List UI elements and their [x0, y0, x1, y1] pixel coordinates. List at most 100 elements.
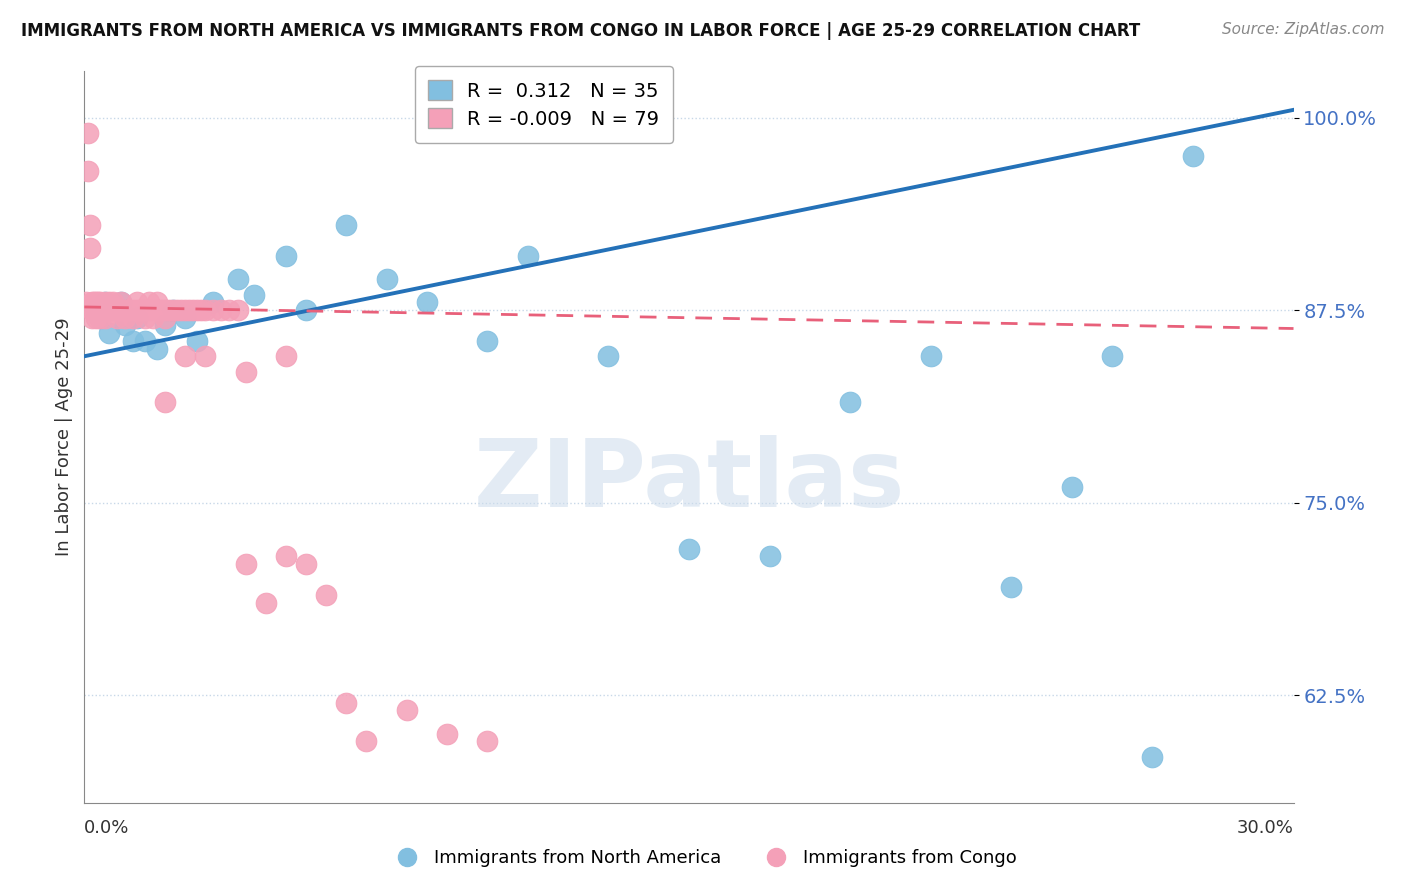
Text: Source: ZipAtlas.com: Source: ZipAtlas.com [1222, 22, 1385, 37]
Point [235, 365, 257, 379]
Point [295, 557, 318, 571]
Point [162, 303, 184, 318]
Point [89, 310, 111, 325]
Point [149, 303, 172, 318]
Point [93, 303, 115, 318]
Point [97, 303, 120, 318]
Text: IMMIGRANTS FROM NORTH AMERICA VS IMMIGRANTS FROM CONGO IN LABOR FORCE | AGE 25-2: IMMIGRANTS FROM NORTH AMERICA VS IMMIGRA… [21, 22, 1140, 40]
Point [202, 295, 225, 310]
Point [436, 726, 458, 740]
Point [118, 303, 141, 318]
Point [758, 549, 780, 564]
Point [110, 295, 132, 310]
Point [186, 334, 208, 348]
Point [678, 541, 700, 556]
Text: 0.0%: 0.0% [84, 820, 129, 838]
Point [86, 310, 108, 325]
Point [146, 295, 169, 310]
Point [375, 272, 398, 286]
Point [86, 303, 108, 318]
Point [335, 219, 357, 233]
Point [162, 303, 184, 318]
Point [125, 295, 148, 310]
Point [181, 303, 204, 318]
Point [118, 303, 141, 318]
Legend: R =  0.312   N = 35, R = -0.009   N = 79: R = 0.312 N = 35, R = -0.009 N = 79 [415, 66, 673, 143]
Text: ZIPatlas: ZIPatlas [474, 435, 904, 527]
Point [105, 303, 128, 318]
Point [174, 310, 197, 325]
Point [395, 703, 418, 717]
Point [89, 303, 111, 318]
Point [121, 310, 143, 325]
Point [83, 295, 105, 310]
Point [1000, 580, 1022, 594]
Point [274, 549, 297, 564]
Point [202, 303, 225, 318]
Text: 30.0%: 30.0% [1237, 820, 1294, 838]
Point [274, 249, 297, 263]
Point [89, 303, 111, 318]
Point [121, 334, 143, 348]
Point [153, 303, 176, 318]
Point [77, 164, 100, 178]
Point [356, 734, 378, 748]
Point [153, 318, 176, 333]
Point [97, 326, 120, 340]
Point [1060, 480, 1083, 494]
Point [97, 303, 120, 318]
Y-axis label: In Labor Force | Age 25-29: In Labor Force | Age 25-29 [55, 318, 73, 557]
Point [839, 395, 862, 409]
Point [82, 310, 104, 325]
Point [170, 303, 193, 318]
Point [254, 596, 277, 610]
Point [86, 295, 108, 310]
Point [134, 310, 156, 325]
Point [134, 303, 156, 318]
Point [153, 395, 176, 409]
Point [190, 303, 212, 318]
Point [138, 295, 160, 310]
Point [89, 310, 111, 325]
Point [416, 295, 439, 310]
Point [1142, 749, 1164, 764]
Point [121, 303, 143, 318]
Point [153, 310, 176, 325]
Point [101, 303, 124, 318]
Point [920, 349, 942, 363]
Point [129, 303, 152, 318]
Point [114, 310, 136, 325]
Point [86, 303, 108, 318]
Point [186, 303, 208, 318]
Point [79, 242, 101, 256]
Point [105, 303, 128, 318]
Point [226, 303, 249, 318]
Point [598, 349, 620, 363]
Point [93, 310, 115, 325]
Point [97, 295, 120, 310]
Point [477, 334, 499, 348]
Point [242, 287, 264, 301]
Point [87, 295, 110, 310]
Point [101, 295, 124, 310]
Point [335, 696, 357, 710]
Point [174, 349, 197, 363]
Point [194, 303, 217, 318]
Point [315, 588, 337, 602]
Point [1181, 149, 1204, 163]
Point [194, 349, 217, 363]
Point [79, 219, 101, 233]
Point [82, 303, 104, 318]
Point [93, 295, 115, 310]
Point [146, 303, 169, 318]
Point [218, 303, 240, 318]
Point [477, 734, 499, 748]
Point [75, 295, 97, 310]
Point [89, 295, 111, 310]
Legend: Immigrants from North America, Immigrants from Congo: Immigrants from North America, Immigrant… [382, 842, 1024, 874]
Point [209, 303, 232, 318]
Point [125, 303, 148, 318]
Point [77, 126, 100, 140]
Point [125, 310, 148, 325]
Point [142, 310, 165, 325]
